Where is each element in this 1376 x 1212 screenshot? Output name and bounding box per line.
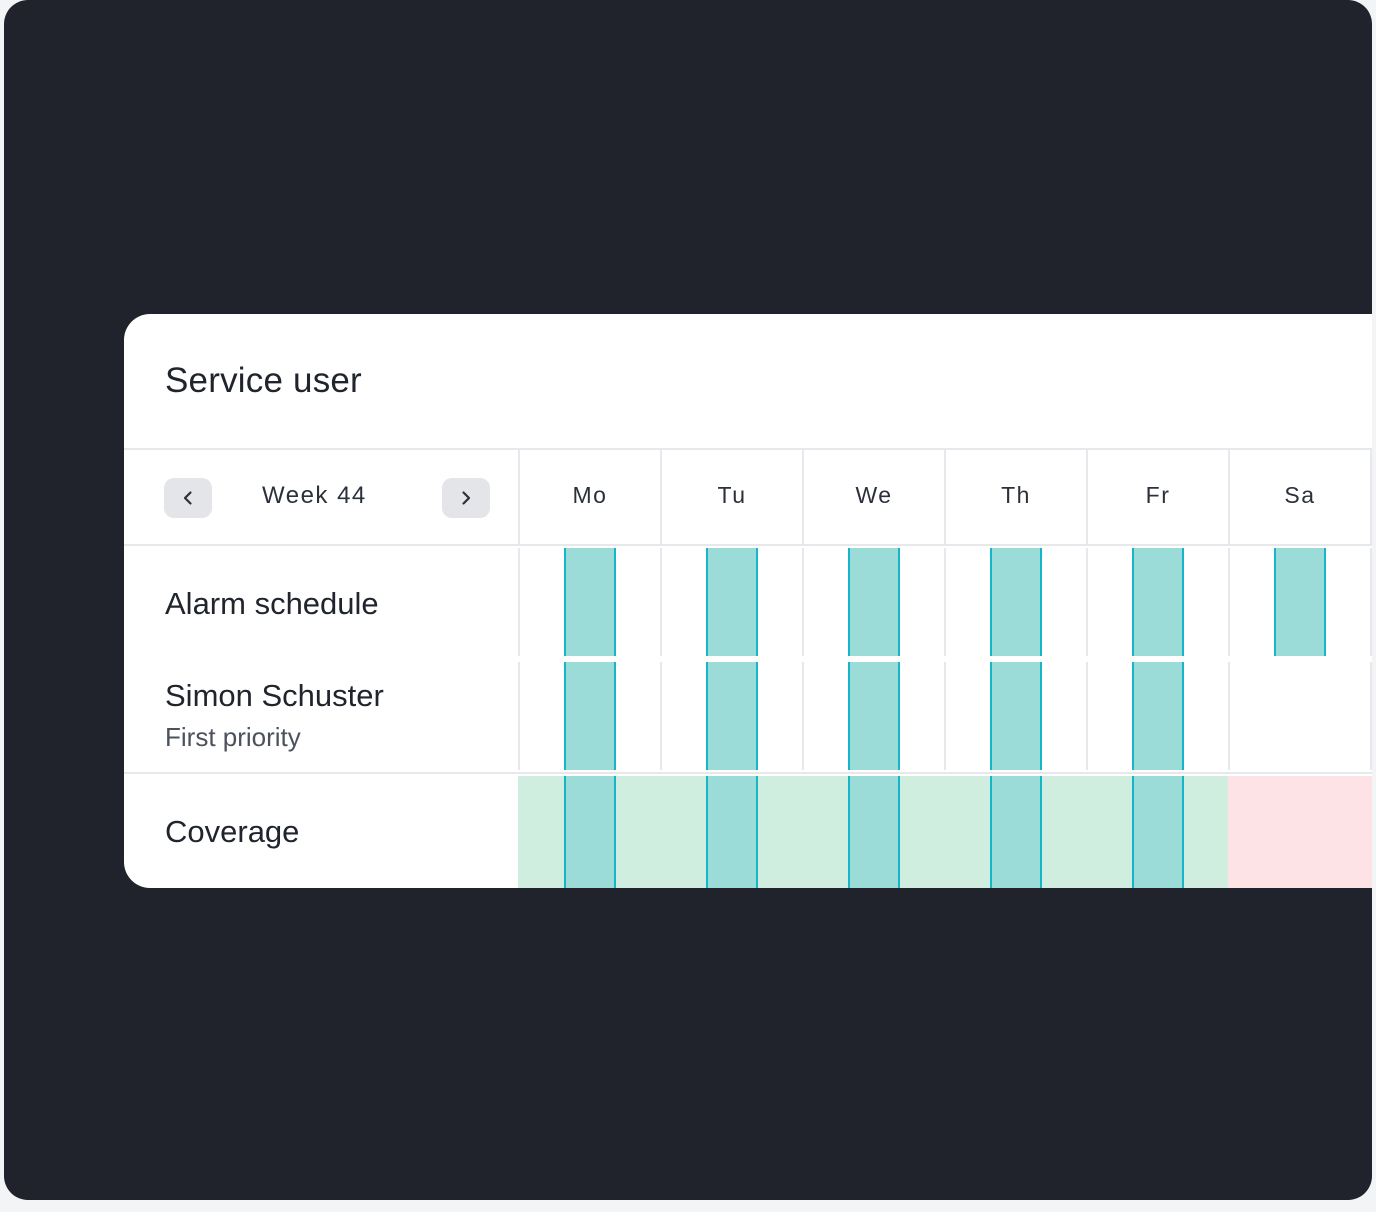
day-header-fr: Fr	[1086, 450, 1228, 544]
person-cell-next	[1370, 662, 1372, 770]
alarm-slot[interactable]	[1132, 548, 1184, 656]
day-header-mo: Mo	[518, 450, 660, 544]
person-slot[interactable]	[1132, 662, 1184, 770]
coverage-slot	[990, 776, 1042, 888]
coverage-divider	[124, 772, 1372, 774]
day-header-next	[1370, 450, 1372, 544]
person-slot[interactable]	[848, 662, 900, 770]
header-divider	[124, 544, 1372, 546]
week-label: Week 44	[262, 482, 367, 509]
schedule-card: Service user Week 44 Alarm schedule Simo…	[124, 314, 1372, 888]
alarm-slot[interactable]	[990, 548, 1042, 656]
alarm-slot[interactable]	[564, 548, 616, 656]
prev-week-button[interactable]	[164, 478, 212, 518]
alarm-slot[interactable]	[848, 548, 900, 656]
day-header-th: Th	[944, 450, 1086, 544]
alarm-cell-next	[1370, 548, 1372, 656]
card-header: Service user	[124, 314, 1372, 450]
coverage-label: Coverage	[165, 814, 300, 849]
alarm-schedule-label: Alarm schedule	[165, 586, 379, 621]
coverage-slot	[706, 776, 758, 888]
alarm-slot[interactable]	[1274, 548, 1326, 656]
coverage-slot	[848, 776, 900, 888]
person-priority: First priority	[165, 722, 301, 752]
person-slot[interactable]	[990, 662, 1042, 770]
alarm-slot[interactable]	[706, 548, 758, 656]
day-label: Mo	[572, 482, 608, 508]
day-header-we: We	[802, 450, 944, 544]
person-slot[interactable]	[564, 662, 616, 770]
coverage-cell-next	[1370, 776, 1372, 888]
card-title: Service user	[165, 361, 362, 400]
coverage-cell-sa	[1228, 776, 1370, 888]
person-name: Simon Schuster	[165, 678, 384, 713]
day-label: Tu	[717, 482, 747, 508]
person-cell-sa[interactable]	[1228, 662, 1370, 770]
day-label: Fr	[1145, 482, 1171, 508]
day-label: We	[855, 482, 893, 508]
chevron-left-icon	[183, 491, 192, 505]
chevron-right-icon	[462, 491, 471, 505]
day-header-sa: Sa	[1228, 450, 1370, 544]
coverage-slot	[564, 776, 616, 888]
app-frame: Service user Week 44 Alarm schedule Simo…	[4, 0, 1372, 1200]
day-header-tu: Tu	[660, 450, 802, 544]
person-slot[interactable]	[706, 662, 758, 770]
next-week-button[interactable]	[442, 478, 490, 518]
coverage-slot	[1132, 776, 1184, 888]
day-label: Th	[1001, 482, 1031, 508]
day-label: Sa	[1284, 482, 1316, 508]
